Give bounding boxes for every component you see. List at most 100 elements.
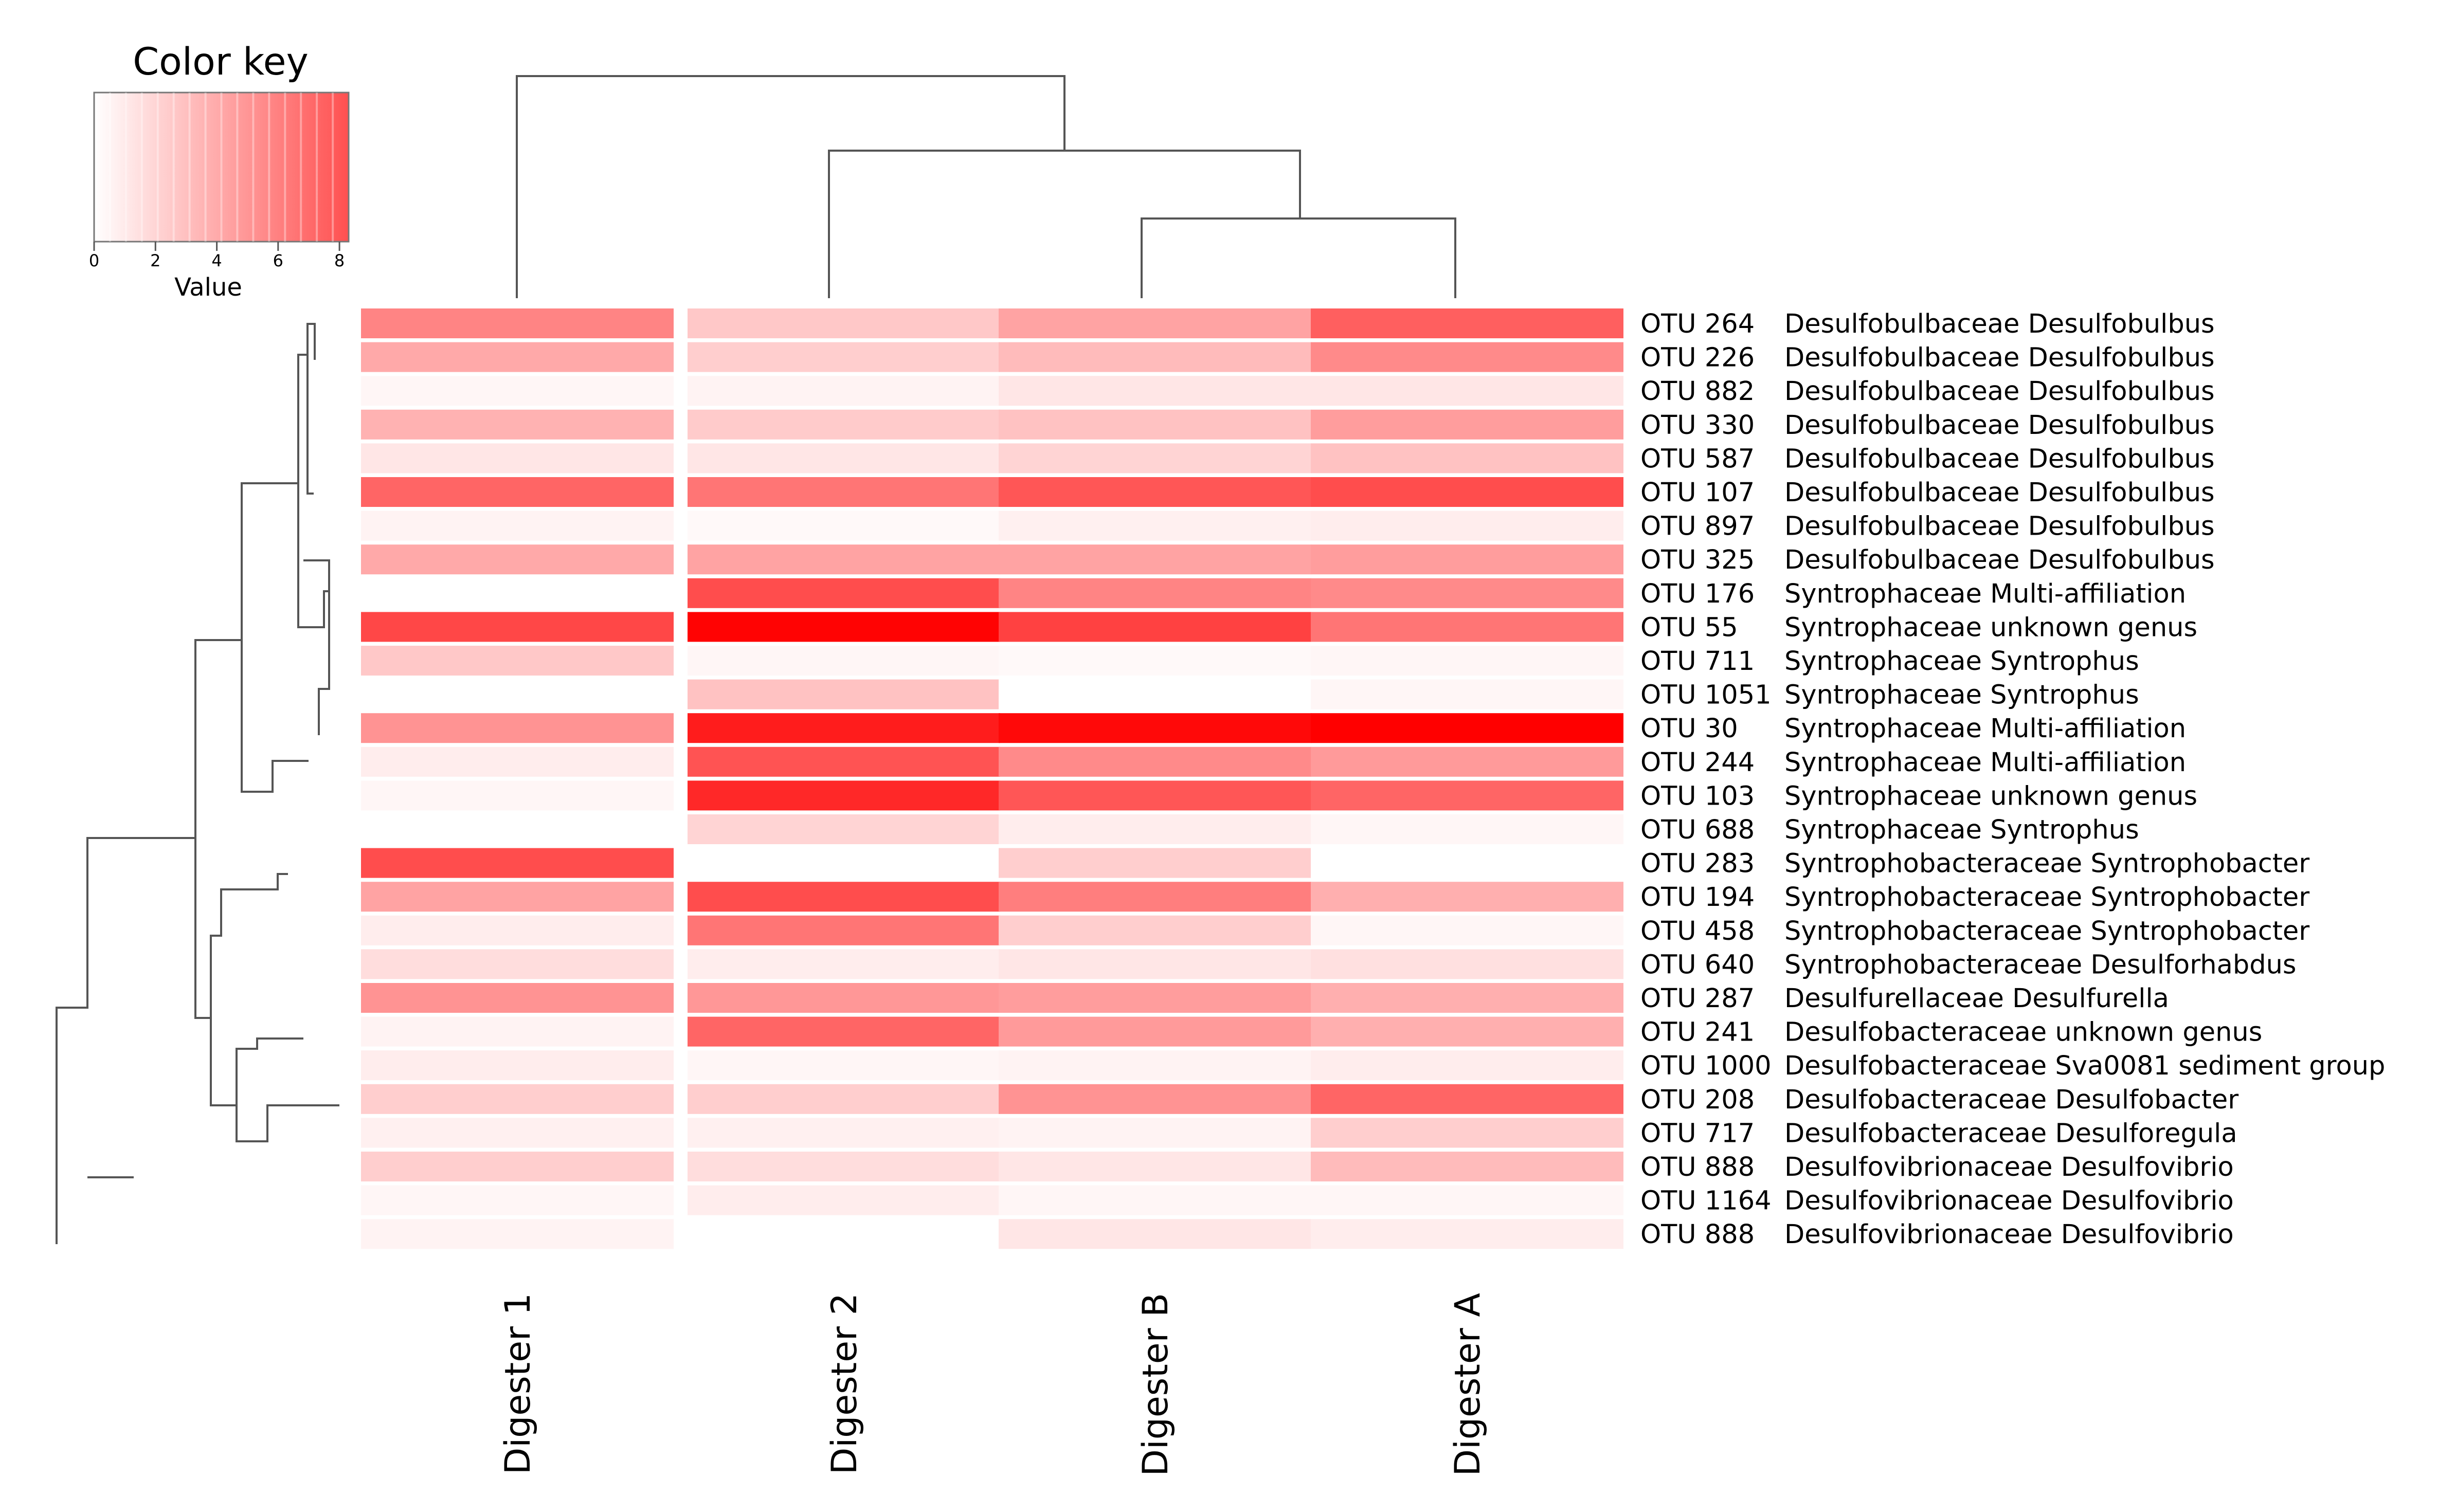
row-label-taxon: Desulfovibrionaceae Desulfovibrio [1784, 1219, 2234, 1250]
row-label-taxon: Syntrophaceae Syntrophus [1784, 815, 2139, 845]
heatmap-cell [999, 1152, 1311, 1181]
heatmap-cell [688, 949, 1000, 979]
color-key-tick-label: 0 [89, 251, 99, 270]
row-label-taxon: Desulfobacteraceae Desulforegula [1784, 1118, 2237, 1149]
heatmap-cell [999, 814, 1311, 844]
heatmap-cell [999, 1219, 1311, 1249]
row-label-otu: OTU 264 [1640, 309, 1755, 339]
heatmap-cell [1311, 814, 1623, 844]
row-label-taxon: Desulfovibrionaceae Desulfovibrio [1784, 1152, 2234, 1182]
row-label-otu: OTU 330 [1640, 410, 1755, 441]
heatmap-cell [688, 1152, 1000, 1181]
row-label-taxon: Syntrophaceae unknown genus [1784, 612, 2197, 643]
row-label-taxon: Syntrophobacteraceae Syntrophobacter [1784, 882, 2309, 913]
row-label-taxon: Desulfobulbaceae Desulfobulbus [1784, 478, 2215, 508]
row-label-taxon: Desulfovibrionaceae Desulfovibrio [1784, 1186, 2234, 1216]
row-label-taxon: Syntrophobacteraceae Syntrophobacter [1784, 849, 2309, 879]
heatmap-cell [688, 983, 1000, 1013]
row-label-otu: OTU 1164 [1640, 1186, 1772, 1216]
heatmap-cell [1311, 409, 1623, 440]
heatmap-cell [688, 915, 1000, 945]
heatmap-cell [688, 1118, 1000, 1148]
color-key-tick-label: 6 [273, 251, 283, 270]
heatmap-cell [1311, 679, 1623, 709]
row-label-otu: OTU 30 [1640, 714, 1738, 744]
row-label-otu: OTU 107 [1640, 478, 1755, 508]
column-label: Digester 2 [824, 1293, 865, 1474]
heatmap-cell [1311, 848, 1623, 878]
heatmap-cell [361, 814, 674, 844]
row-label-otu: OTU 897 [1640, 512, 1755, 542]
heatmap-cell [1311, 882, 1623, 912]
heatmap-cell [361, 1152, 674, 1181]
heatmap-cell [999, 1084, 1311, 1114]
row-label-otu: OTU 888 [1640, 1219, 1755, 1250]
heatmap-cell [1311, 1185, 1623, 1215]
heatmap-cell [1311, 646, 1623, 676]
row-label-otu: OTU 717 [1640, 1118, 1755, 1149]
row-label-taxon: Syntrophaceae Multi-affiliation [1784, 748, 2186, 778]
row-label-otu: OTU 55 [1640, 612, 1738, 643]
heatmap-cell [361, 443, 674, 473]
heatmap-cell [999, 949, 1311, 979]
row-label-taxon: Desulfobacteraceae Desulfobacter [1784, 1085, 2238, 1115]
heatmap-cell [361, 342, 674, 372]
row-label-taxon: Desulfobacteraceae unknown genus [1784, 1017, 2262, 1048]
heatmap-cell [999, 477, 1311, 507]
row-label-taxon: Syntrophaceae Multi-affiliation [1784, 579, 2186, 609]
heatmap-cell [1311, 544, 1623, 575]
heatmap-cell [361, 1185, 674, 1215]
row-label-taxon: Desulfobulbaceae Desulfobulbus [1784, 410, 2215, 441]
heatmap-cell [1311, 1219, 1623, 1249]
heatmap-cell [688, 814, 1000, 844]
row-label-otu: OTU 208 [1640, 1085, 1755, 1115]
heatmap-cell [688, 713, 1000, 743]
heatmap-cell [361, 1084, 674, 1114]
heatmap-cell [999, 342, 1311, 372]
heatmap-cell [361, 780, 674, 811]
heatmap-cell [1311, 983, 1623, 1013]
heatmap-cell [361, 983, 674, 1013]
heatmap-cell [999, 544, 1311, 575]
row-label-taxon: Syntrophaceae Multi-affiliation [1784, 714, 2186, 744]
row-label-otu: OTU 458 [1640, 916, 1755, 946]
row-label-taxon: Syntrophaceae unknown genus [1784, 781, 2197, 811]
heatmap-cell [999, 1016, 1311, 1047]
color-key-stripes [109, 93, 334, 242]
heatmap-cell [688, 646, 1000, 676]
row-label-otu: OTU 226 [1640, 343, 1755, 373]
row-label-otu: OTU 287 [1640, 983, 1755, 1014]
heatmap-cell [1311, 443, 1623, 473]
heatmap-cell [361, 578, 674, 608]
heatmap-cell [361, 915, 674, 945]
row-label-taxon: Desulfurellaceae Desulfurella [1784, 983, 2169, 1014]
heatmap-cell [361, 1050, 674, 1081]
row-label-taxon: Syntrophaceae Syntrophus [1784, 680, 2139, 711]
heatmap-cell [688, 308, 1000, 338]
heatmap-cell [688, 1050, 1000, 1081]
row-label-otu: OTU 176 [1640, 579, 1755, 609]
column-label: Digester B [1135, 1293, 1176, 1476]
color-key-tick-label: 4 [211, 251, 222, 270]
row-label-taxon: Desulfobulbaceae Desulfobulbus [1784, 444, 2215, 474]
row-label-taxon: Syntrophaceae Syntrophus [1784, 646, 2139, 677]
heatmap-cell [999, 612, 1311, 642]
heatmap-cell [688, 1016, 1000, 1047]
column-label: Digester 1 [498, 1293, 538, 1474]
color-key-tick-label: 2 [150, 251, 160, 270]
row-label-taxon: Desulfobulbaceae Desulfobulbus [1784, 309, 2215, 339]
heatmap-cell [1311, 713, 1623, 743]
heatmap-cell [688, 1185, 1000, 1215]
row-label-taxon: Desulfobulbaceae Desulfobulbus [1784, 512, 2215, 542]
row-label-otu: OTU 888 [1640, 1152, 1755, 1182]
heatmap-cell [999, 443, 1311, 473]
heatmap-cell [1311, 376, 1623, 406]
row-label-taxon: Desulfobacteraceae Sva0081 sediment grou… [1784, 1051, 2385, 1081]
heatmap-cell [688, 780, 1000, 811]
row-label-otu: OTU 194 [1640, 882, 1755, 913]
heatmap-cell [361, 679, 674, 709]
heatmap-cell [999, 511, 1311, 541]
heatmap-cell [999, 1185, 1311, 1215]
heatmap-cell [688, 511, 1000, 541]
